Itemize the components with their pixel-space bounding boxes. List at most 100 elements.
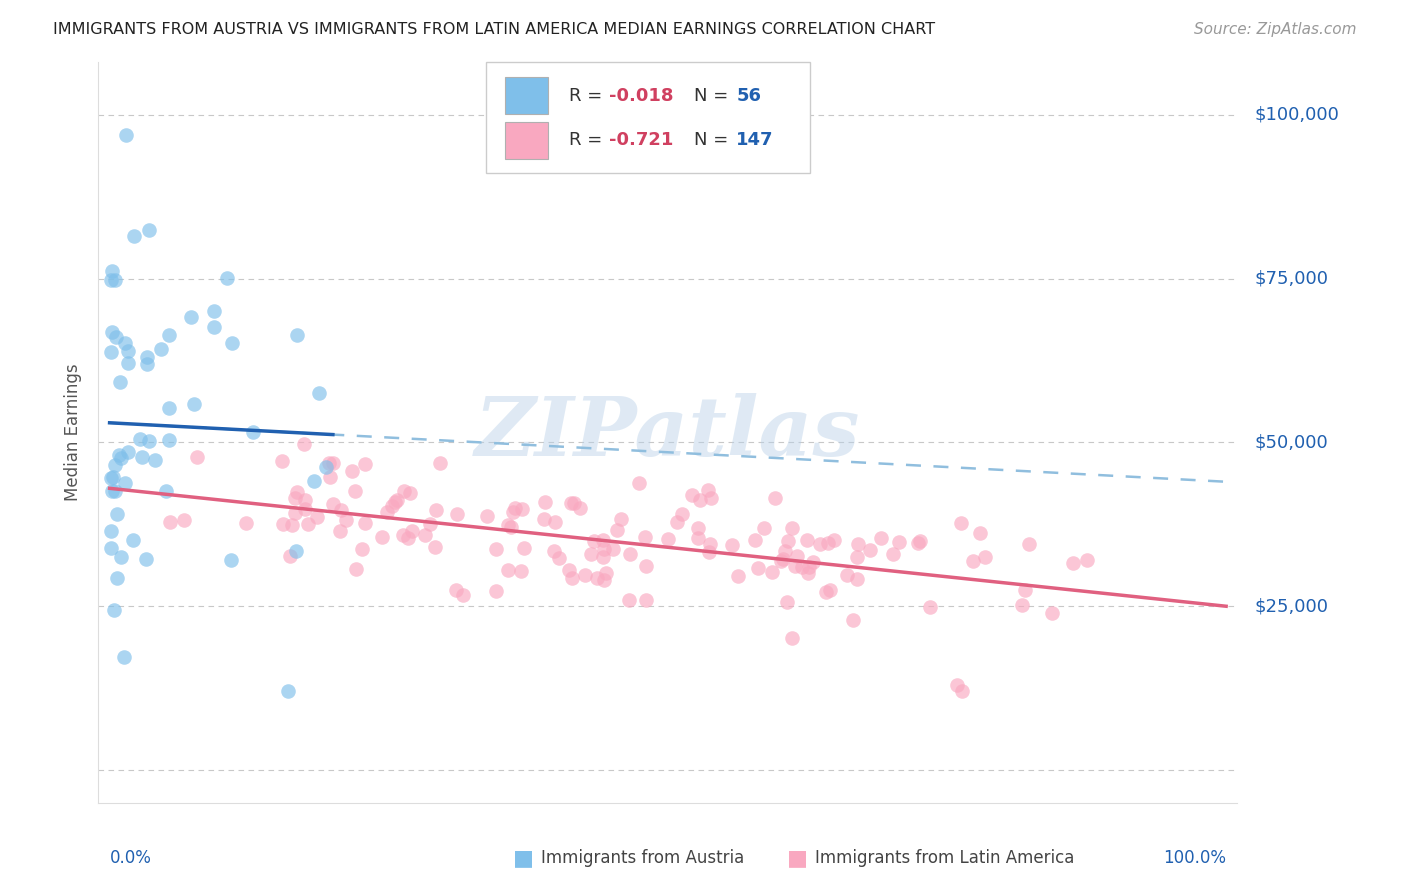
Point — [533, 511, 555, 525]
Point — [149, 342, 172, 356]
Text: Source: ZipAtlas.com: Source: ZipAtlas.com — [1194, 22, 1357, 37]
Point — [155, 483, 177, 498]
Point — [582, 534, 605, 549]
Text: N =: N = — [695, 131, 734, 149]
Point — [568, 501, 591, 516]
Point — [392, 528, 415, 542]
Point — [396, 532, 419, 546]
Point — [501, 520, 523, 534]
Point — [429, 456, 451, 470]
Text: -0.018: -0.018 — [609, 87, 673, 104]
Point — [271, 453, 294, 467]
Point — [776, 533, 799, 548]
Point — [754, 521, 776, 535]
Point — [579, 547, 602, 561]
Point — [592, 550, 614, 565]
Point — [401, 524, 423, 538]
Point — [121, 533, 143, 548]
Point — [329, 524, 352, 538]
Point — [870, 531, 893, 545]
Point — [283, 491, 305, 506]
Point — [385, 493, 408, 508]
Point — [284, 506, 307, 520]
Point — [595, 566, 617, 581]
Point — [950, 516, 973, 530]
Point — [375, 505, 398, 519]
Point — [820, 583, 842, 598]
Point — [114, 335, 136, 350]
Point — [103, 603, 125, 617]
Text: 0.0%: 0.0% — [110, 848, 152, 867]
Point — [101, 470, 124, 484]
Point — [628, 476, 651, 491]
Point — [297, 516, 319, 531]
Point — [610, 512, 633, 526]
Text: $50,000: $50,000 — [1254, 434, 1327, 451]
Point — [329, 503, 352, 517]
Point — [696, 483, 718, 498]
Point — [859, 543, 882, 558]
Point — [634, 530, 657, 544]
Point — [973, 550, 995, 565]
Point — [138, 223, 160, 237]
Point — [846, 572, 869, 586]
Point — [681, 488, 703, 502]
Point — [115, 128, 138, 142]
Point — [108, 375, 131, 389]
Point — [242, 425, 264, 439]
Point — [950, 684, 973, 698]
Point — [285, 485, 308, 500]
Point — [394, 483, 416, 498]
Text: -0.721: -0.721 — [609, 131, 673, 149]
Point — [688, 531, 710, 545]
Point — [699, 491, 721, 506]
Point — [157, 433, 180, 447]
Point — [381, 499, 404, 513]
Point — [354, 516, 377, 531]
Point — [302, 474, 325, 488]
Point — [534, 494, 557, 508]
Point — [485, 583, 508, 598]
Point — [574, 568, 596, 582]
Point — [308, 386, 330, 401]
Point — [114, 475, 136, 490]
Point — [786, 549, 808, 563]
Point — [634, 592, 657, 607]
Point — [776, 595, 799, 609]
Point — [354, 458, 377, 472]
Point — [202, 304, 225, 318]
Point — [496, 518, 519, 533]
Point — [173, 513, 195, 527]
Point — [1018, 537, 1040, 551]
Point — [845, 550, 868, 565]
Point — [721, 538, 744, 552]
Point — [602, 541, 624, 556]
Point — [159, 515, 181, 529]
Point — [814, 585, 837, 599]
Point — [124, 228, 146, 243]
Point — [315, 459, 337, 474]
Point — [543, 544, 565, 558]
Point — [399, 485, 422, 500]
Point — [371, 530, 394, 544]
Text: Immigrants from Austria: Immigrants from Austria — [541, 849, 745, 867]
Point — [202, 320, 225, 334]
Point — [186, 450, 208, 464]
Point — [882, 547, 904, 561]
Bar — [505, 121, 548, 159]
Point — [221, 336, 243, 351]
Point — [110, 451, 132, 466]
Text: R =: R = — [569, 131, 607, 149]
Point — [503, 500, 526, 515]
Point — [318, 456, 340, 470]
Point — [135, 551, 157, 566]
Point — [340, 464, 363, 478]
Point — [773, 543, 796, 558]
Text: R =: R = — [569, 87, 607, 104]
Point — [969, 525, 991, 540]
Point — [548, 550, 571, 565]
Point — [823, 533, 845, 547]
Point — [101, 484, 124, 499]
Point — [636, 559, 658, 574]
Point — [101, 325, 124, 339]
